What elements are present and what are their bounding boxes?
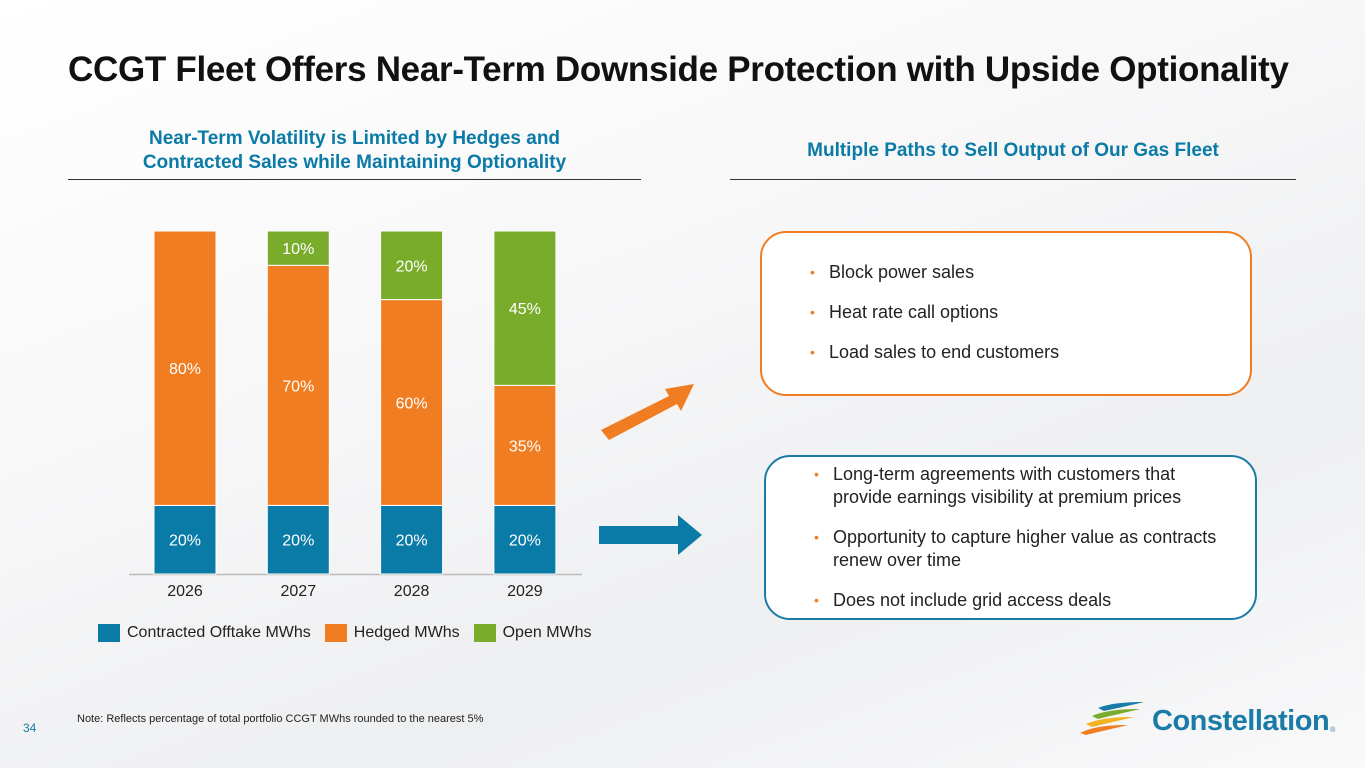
legend-item-open: Open MWhs bbox=[473, 624, 592, 642]
legend-label-contracted: Contracted Offtake MWhs bbox=[127, 624, 311, 641]
data-label-open-2027: 10% bbox=[282, 241, 314, 258]
bar-contracted-2029 bbox=[493, 504, 557, 575]
list-item: • Block power sales bbox=[810, 261, 1230, 284]
long-term-agreements-list: • Long-term agreements with customers tha… bbox=[814, 463, 1235, 629]
bar-hedged-2026 bbox=[153, 230, 217, 506]
data-label-contracted-2028: 20% bbox=[396, 533, 428, 550]
list-item-text: Opportunity to capture higher value as c… bbox=[833, 527, 1217, 570]
right-divider bbox=[730, 179, 1296, 180]
data-label-open-2028: 20% bbox=[396, 258, 428, 275]
data-label-hedged-2026: 80% bbox=[169, 361, 201, 378]
legend-swatch-open bbox=[473, 624, 496, 642]
list-item-text: Does not include grid access deals bbox=[833, 590, 1112, 610]
bar-hedged-2028 bbox=[380, 299, 444, 506]
arrow-up-right-icon bbox=[601, 384, 694, 440]
list-item-text: Load sales to end customers bbox=[829, 342, 1060, 362]
paths-heading: Multiple Paths to Sell Output of Our Gas… bbox=[807, 140, 1219, 161]
legend-swatch-hedged bbox=[324, 624, 347, 642]
list-item: • Does not include grid access deals bbox=[814, 589, 1235, 612]
logo-text: Constellation bbox=[1152, 705, 1330, 737]
legend-swatch-contracted bbox=[98, 624, 120, 642]
legend-item-hedged: Hedged MWhs bbox=[324, 624, 460, 642]
arrow-right-icon bbox=[599, 515, 702, 555]
chart-heading-line-2: Contracted Sales while Maintaining Optio… bbox=[142, 152, 567, 173]
legend-label-hedged: Hedged MWhs bbox=[353, 624, 460, 641]
legend-item-contracted: Contracted Offtake MWhs bbox=[98, 624, 311, 642]
left-divider bbox=[68, 179, 641, 180]
stacked-bar-chart: 20% 80% 2026 20% 70% 10% 2027 20% 60% 20% 2028 20% 3… bbox=[129, 230, 582, 600]
bar-open-2027 bbox=[266, 230, 330, 266]
sales-options-box: • Block power sales • Heat rate call optio… bbox=[760, 231, 1252, 396]
data-label-hedged-2029: 35% bbox=[509, 438, 541, 455]
bullet-icon: • bbox=[814, 466, 819, 482]
list-item: • Long-term agreements with customers tha… bbox=[814, 463, 1235, 509]
list-item-text: Heat rate call options bbox=[829, 302, 999, 322]
chart-legend: Contracted Offtake MWhs Hedged MWhs Open… bbox=[98, 624, 606, 642]
sales-options-list: • Block power sales • Heat rate call optio… bbox=[810, 261, 1230, 381]
bar-open-2028 bbox=[380, 230, 444, 301]
page-title: CCGT Fleet Offers Near-Term Downside Pro… bbox=[68, 50, 1289, 89]
chart-heading-line-1: Near-Term Volatility is Limited by Hedge… bbox=[148, 128, 561, 149]
list-item: • Heat rate call options bbox=[810, 301, 1230, 324]
footnote: Note: Reflects percentage of total portf… bbox=[77, 713, 484, 725]
bar-open-2029 bbox=[493, 230, 557, 386]
constellation-logo: Constellation ® bbox=[1080, 700, 1335, 736]
list-item: • Load sales to end customers bbox=[810, 341, 1230, 364]
bullet-icon: • bbox=[810, 304, 815, 320]
bullet-icon: • bbox=[810, 264, 815, 280]
page-number: 34 bbox=[23, 721, 37, 735]
bar-contracted-2028 bbox=[380, 504, 444, 575]
x-tick-label-2028: 2028 bbox=[394, 583, 430, 600]
bullet-icon: • bbox=[814, 592, 819, 608]
x-tick-label-2029: 2029 bbox=[507, 583, 543, 600]
bullet-icon: • bbox=[814, 529, 819, 545]
bar-contracted-2026 bbox=[153, 504, 217, 575]
constellation-swoosh-icon bbox=[1080, 702, 1144, 735]
bullet-icon: • bbox=[810, 344, 815, 360]
data-label-contracted-2026: 20% bbox=[169, 533, 201, 550]
legend-label-open: Open MWhs bbox=[502, 624, 592, 641]
list-item: • Opportunity to capture higher value as … bbox=[814, 526, 1235, 572]
data-label-contracted-2027: 20% bbox=[282, 533, 314, 550]
list-item-text: Long-term agreements with customers that… bbox=[833, 464, 1182, 507]
data-label-contracted-2029: 20% bbox=[509, 533, 541, 550]
chart-heading: Near-Term Volatility is Limited by Hedge… bbox=[68, 127, 641, 175]
logo-registered-mark: ® bbox=[1330, 727, 1336, 734]
data-label-open-2029: 45% bbox=[509, 301, 541, 318]
long-term-agreements-box: • Long-term agreements with customers tha… bbox=[764, 455, 1257, 620]
data-label-hedged-2027: 70% bbox=[282, 378, 314, 395]
x-tick-label-2027: 2027 bbox=[281, 583, 317, 600]
list-item-text: Block power sales bbox=[829, 262, 975, 282]
data-label-hedged-2028: 60% bbox=[396, 396, 428, 413]
x-tick-label-2026: 2026 bbox=[167, 583, 203, 600]
